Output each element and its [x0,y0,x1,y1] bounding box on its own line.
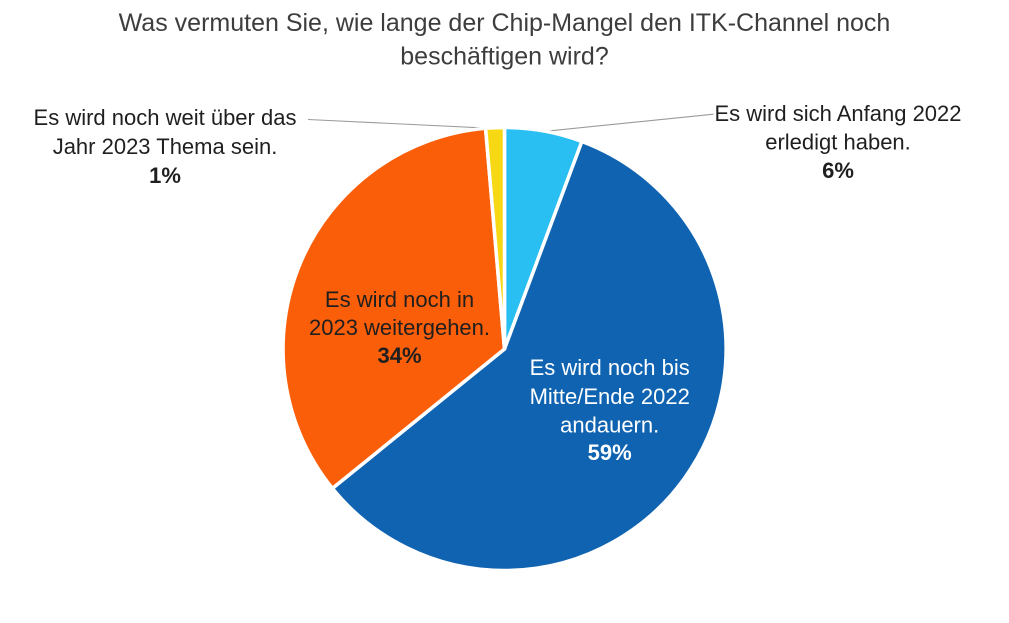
svg-text:andauern.: andauern. [560,413,659,438]
svg-text:34%: 34% [377,343,421,368]
svg-text:1%: 1% [149,163,181,188]
svg-text:Was vermuten Sie, wie lange de: Was vermuten Sie, wie lange der Chip-Man… [119,9,891,37]
svg-text:Es wird noch bis: Es wird noch bis [530,355,690,380]
svg-text:6%: 6% [822,158,854,183]
svg-text:beschäftigen wird?: beschäftigen wird? [400,42,608,70]
svg-text:Mitte/Ende 2022: Mitte/Ende 2022 [530,384,690,409]
svg-text:Jahr 2023 Thema sein.: Jahr 2023 Thema sein. [53,134,278,159]
svg-text:Es wird noch weit über das: Es wird noch weit über das [34,105,297,130]
svg-text:2023 weitergehen.: 2023 weitergehen. [309,315,490,340]
svg-text:Es wird sich Anfang 2022: Es wird sich Anfang 2022 [714,101,961,126]
svg-text:erledigt haben.: erledigt haben. [765,130,911,155]
svg-text:59%: 59% [588,440,632,465]
svg-text:Es wird noch in: Es wird noch in [325,287,474,312]
